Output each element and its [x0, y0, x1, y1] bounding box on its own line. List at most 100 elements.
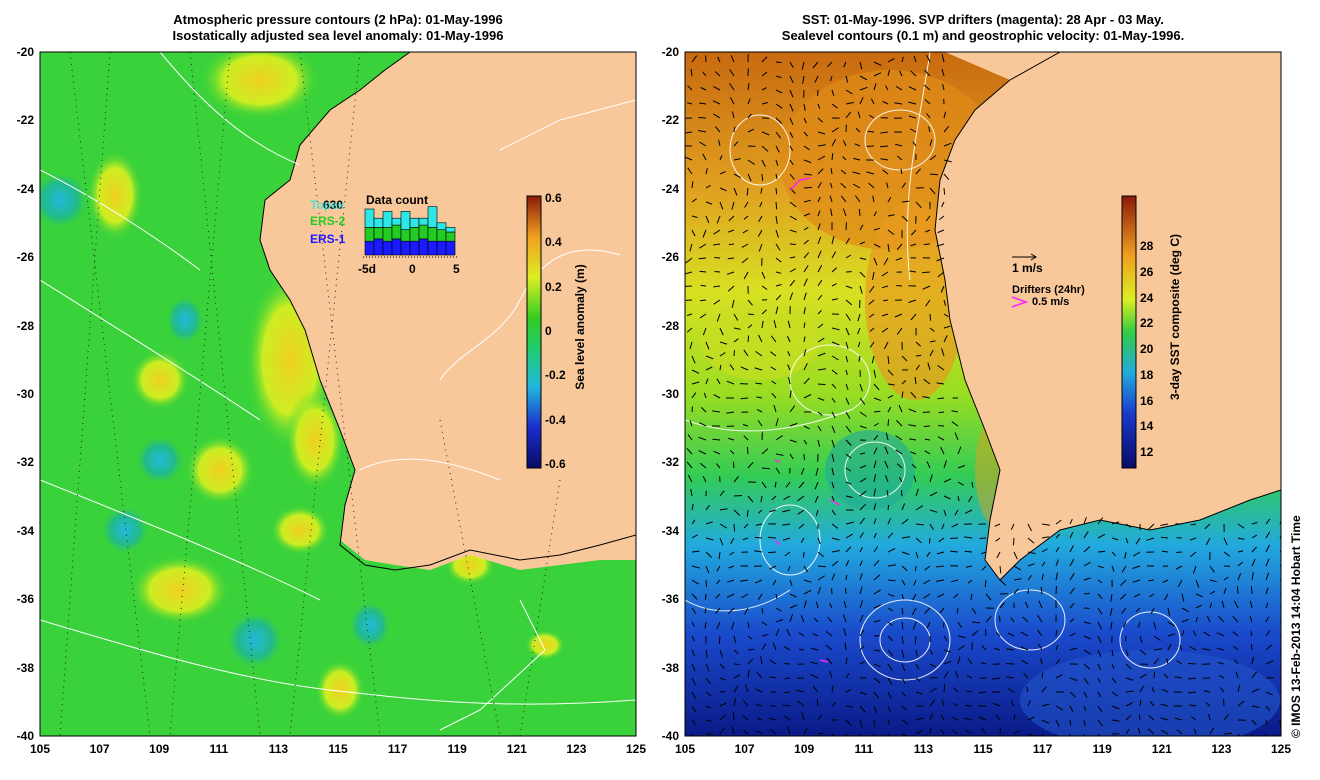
velocity-arrow — [747, 313, 754, 316]
velocity-arrow — [1027, 716, 1035, 721]
velocity-arrow — [775, 89, 783, 94]
velocity-arrow — [940, 714, 945, 721]
velocity-arrow — [729, 450, 735, 455]
velocity-arrow — [1191, 716, 1197, 721]
velocity-arrow — [953, 593, 959, 599]
colorbar-tick: -0.2 — [545, 368, 566, 383]
lat-tick: -30 — [16, 387, 34, 401]
velocity-arrow — [898, 477, 903, 483]
velocity-arrow — [994, 523, 1001, 527]
velocity-arrow — [1153, 671, 1156, 679]
velocity-arrow — [1069, 518, 1073, 525]
velocity-arrow — [1013, 551, 1018, 560]
velocity-arrow — [901, 200, 910, 203]
velocity-arrow — [787, 565, 791, 572]
lat-tick: -20 — [661, 45, 679, 59]
velocity-arrow — [943, 684, 946, 693]
velocity-arrow — [929, 677, 938, 679]
velocity-arrow — [1175, 565, 1183, 570]
velocity-arrow — [831, 236, 835, 245]
velocity-arrow — [968, 495, 973, 503]
velocity-arrow — [831, 685, 834, 693]
velocity-arrow — [775, 145, 780, 153]
velocity-arrow — [873, 257, 878, 266]
velocity-arrow — [1013, 588, 1019, 595]
velocity-arrow — [941, 699, 945, 707]
histogram-bar-erS1 — [400, 240, 411, 256]
velocity-arrow — [685, 257, 693, 264]
sst-colorbar — [1121, 195, 1137, 469]
velocity-arrow — [705, 551, 713, 558]
velocity-arrow — [817, 411, 823, 416]
velocity-arrow — [1139, 649, 1147, 656]
velocity-arrow — [912, 141, 917, 147]
velocity-arrow — [741, 243, 749, 248]
velocity-arrow — [923, 579, 931, 585]
histogram-bar-topex — [382, 211, 393, 228]
velocity-arrow — [887, 196, 892, 203]
velocity-arrow — [913, 475, 917, 483]
velocity-arrow — [813, 617, 819, 623]
velocity-arrow — [866, 171, 875, 175]
velocity-arrow — [956, 607, 959, 614]
velocity-arrow — [1251, 688, 1260, 693]
velocity-arrow — [859, 546, 863, 553]
velocity-arrow — [1237, 684, 1241, 693]
lon-tick: 119 — [1092, 742, 1112, 756]
velocity-arrow — [829, 602, 833, 609]
velocity-arrow — [951, 729, 959, 735]
velocity-arrow — [1217, 661, 1225, 665]
velocity-arrow — [831, 355, 839, 361]
velocity-arrow — [803, 117, 807, 124]
velocity-arrow — [714, 257, 721, 259]
velocity-arrow — [743, 215, 749, 220]
velocity-arrow — [772, 642, 777, 651]
velocity-arrow — [910, 70, 917, 77]
velocity-arrow — [887, 593, 895, 597]
velocity-arrow — [761, 131, 770, 136]
velocity-arrow — [964, 729, 973, 735]
velocity-arrow — [914, 565, 917, 572]
velocity-arrow — [747, 98, 751, 105]
velocity-arrow — [803, 377, 810, 385]
velocity-arrow — [800, 615, 805, 623]
velocity-arrow — [789, 614, 793, 623]
velocity-arrow — [887, 58, 895, 63]
velocity-arrow — [1177, 579, 1183, 587]
velocity-arrow — [1069, 705, 1074, 713]
velocity-arrow — [1012, 537, 1015, 546]
velocity-arrow — [901, 380, 907, 385]
velocity-arrow — [857, 111, 861, 119]
velocity-arrow — [812, 685, 819, 693]
velocity-arrow — [840, 195, 847, 203]
velocity-arrow — [691, 579, 699, 585]
velocity-arrow — [705, 719, 712, 722]
velocity-arrow — [1055, 629, 1058, 637]
velocity-arrow — [1083, 635, 1092, 640]
velocity-arrow — [873, 619, 881, 623]
velocity-arrow — [789, 145, 794, 151]
velocity-arrow — [870, 98, 875, 105]
velocity-arrow — [873, 691, 880, 699]
velocity-arrow — [887, 564, 896, 567]
velocity-arrow — [775, 75, 782, 79]
velocity-arrow — [1161, 688, 1169, 693]
velocity-arrow — [971, 621, 980, 624]
velocity-arrow — [1218, 675, 1225, 679]
velocity-arrow — [887, 579, 896, 582]
lon-tick: 105 — [674, 742, 696, 756]
velocity-arrow — [742, 699, 749, 707]
velocity-arrow — [775, 435, 783, 441]
velocity-arrow — [1069, 632, 1076, 637]
velocity-arrow — [859, 517, 865, 525]
velocity-arrow — [915, 341, 922, 347]
histogram-bar-topex — [400, 211, 411, 231]
velocity-arrow — [943, 313, 949, 318]
velocity-arrow — [761, 643, 767, 651]
velocity-arrow — [831, 733, 835, 736]
velocity-arrow — [881, 327, 889, 333]
velocity-arrow — [901, 503, 906, 511]
velocity-arrow — [716, 621, 721, 630]
velocity-arrow — [1195, 579, 1200, 588]
